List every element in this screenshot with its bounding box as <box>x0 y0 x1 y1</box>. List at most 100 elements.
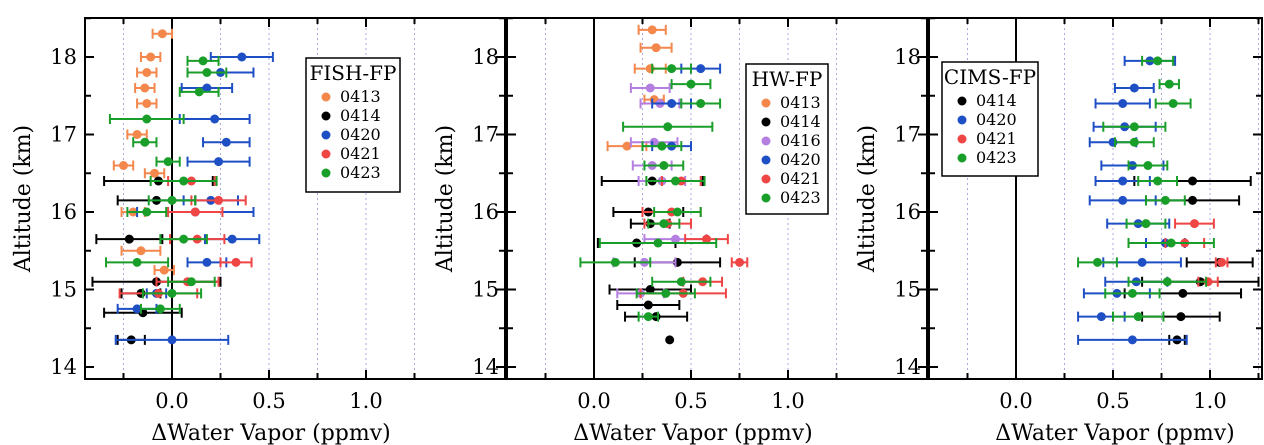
legend-label: 0421 <box>340 144 381 163</box>
data-point <box>659 161 669 170</box>
series-0423 <box>105 55 228 314</box>
legend-marker <box>761 136 771 146</box>
y-axis-title: Altitude (km) <box>855 125 880 273</box>
x-axis-title: ΔWater Vapor (ppmv) <box>151 421 391 445</box>
legend-marker <box>321 130 331 140</box>
data-point <box>653 238 663 248</box>
legend-label: 0420 <box>340 125 381 144</box>
data-point <box>124 234 134 244</box>
legend-marker <box>761 117 771 127</box>
legend-marker <box>321 111 331 121</box>
data-point <box>622 141 632 151</box>
data-point <box>132 257 142 267</box>
data-point <box>696 99 706 108</box>
data-point <box>179 176 189 186</box>
series-0423 <box>1077 55 1215 322</box>
data-point <box>1129 137 1139 147</box>
legend-marker <box>957 134 967 144</box>
y-tick-label: 17 <box>894 123 921 147</box>
series-0421 <box>639 176 749 299</box>
data-point <box>1127 335 1137 345</box>
data-point <box>1118 195 1128 205</box>
data-point <box>1164 79 1174 89</box>
legend-marker <box>957 115 967 125</box>
data-point <box>1178 288 1188 298</box>
legend-label: 0421 <box>780 169 821 188</box>
legend-marker <box>761 98 771 108</box>
series-0423 <box>579 63 722 322</box>
data-point <box>676 277 686 287</box>
data-point <box>146 52 156 62</box>
axes-frame <box>506 17 928 380</box>
legend-label: 0414 <box>976 91 1017 110</box>
legend-label: 0414 <box>340 106 381 125</box>
legend-title: HW-FP <box>752 67 823 91</box>
legend-label: 0423 <box>780 188 821 207</box>
data-point <box>657 141 667 151</box>
x-tick-label: 1.0 <box>349 389 382 413</box>
data-point <box>132 304 142 314</box>
data-point <box>663 122 673 132</box>
legend-label: 0420 <box>780 150 821 169</box>
y-tick-label: 18 <box>894 45 921 69</box>
data-point <box>696 64 706 74</box>
data-point <box>672 207 682 217</box>
data-point <box>1176 312 1186 322</box>
data-point <box>214 157 224 167</box>
legend-marker <box>761 174 771 184</box>
data-point <box>702 234 712 244</box>
data-point <box>686 79 696 89</box>
x-tick-label: 1.0 <box>771 389 804 413</box>
data-point <box>1141 219 1151 229</box>
legend-title: CIMS-FP <box>944 65 1036 89</box>
data-point <box>1127 288 1137 298</box>
legend-marker <box>321 149 331 159</box>
data-point <box>214 195 224 205</box>
data-point <box>194 87 204 97</box>
data-layer <box>1077 55 1260 345</box>
data-point <box>142 68 152 77</box>
data-point <box>132 130 142 139</box>
data-point <box>1188 195 1198 205</box>
x-axis-title: ΔWater Vapor (ppmv) <box>573 421 813 445</box>
data-point <box>610 257 620 267</box>
data-point <box>140 83 150 93</box>
data-point <box>231 257 241 267</box>
data-point <box>140 137 150 147</box>
data-point <box>1137 257 1147 267</box>
x-tick-label: 1.0 <box>1193 389 1226 413</box>
data-point <box>210 114 220 124</box>
data-point <box>221 137 231 147</box>
data-point <box>1092 257 1102 267</box>
data-point <box>167 335 177 345</box>
x-tick-label: 0.0 <box>999 389 1032 413</box>
y-axis-title: Altitude (km) <box>11 125 36 273</box>
data-point <box>1160 195 1170 205</box>
data-point <box>186 277 196 287</box>
data-point <box>1162 277 1172 287</box>
legend-marker <box>957 96 967 106</box>
data-point <box>1118 99 1128 108</box>
data-point <box>670 234 680 244</box>
data-point <box>227 234 237 244</box>
data-point <box>659 219 669 229</box>
data-point <box>157 29 167 39</box>
data-point <box>645 285 655 294</box>
data-point <box>643 300 653 310</box>
legend-marker <box>957 153 967 163</box>
y-tick-label: 14 <box>472 355 499 379</box>
legend-label: 0423 <box>340 163 381 182</box>
data-point <box>645 83 655 93</box>
data-point <box>667 64 677 74</box>
data-point <box>1166 238 1176 248</box>
data-point <box>202 83 212 93</box>
data-point <box>735 257 744 267</box>
x-tick-label: 0.0 <box>577 389 610 413</box>
data-point <box>1096 312 1106 322</box>
data-point <box>159 265 169 275</box>
data-layer <box>91 28 274 345</box>
y-tick-label: 16 <box>894 200 921 224</box>
legend-marker <box>761 193 771 203</box>
legend-title: FISH-FP <box>309 61 396 85</box>
